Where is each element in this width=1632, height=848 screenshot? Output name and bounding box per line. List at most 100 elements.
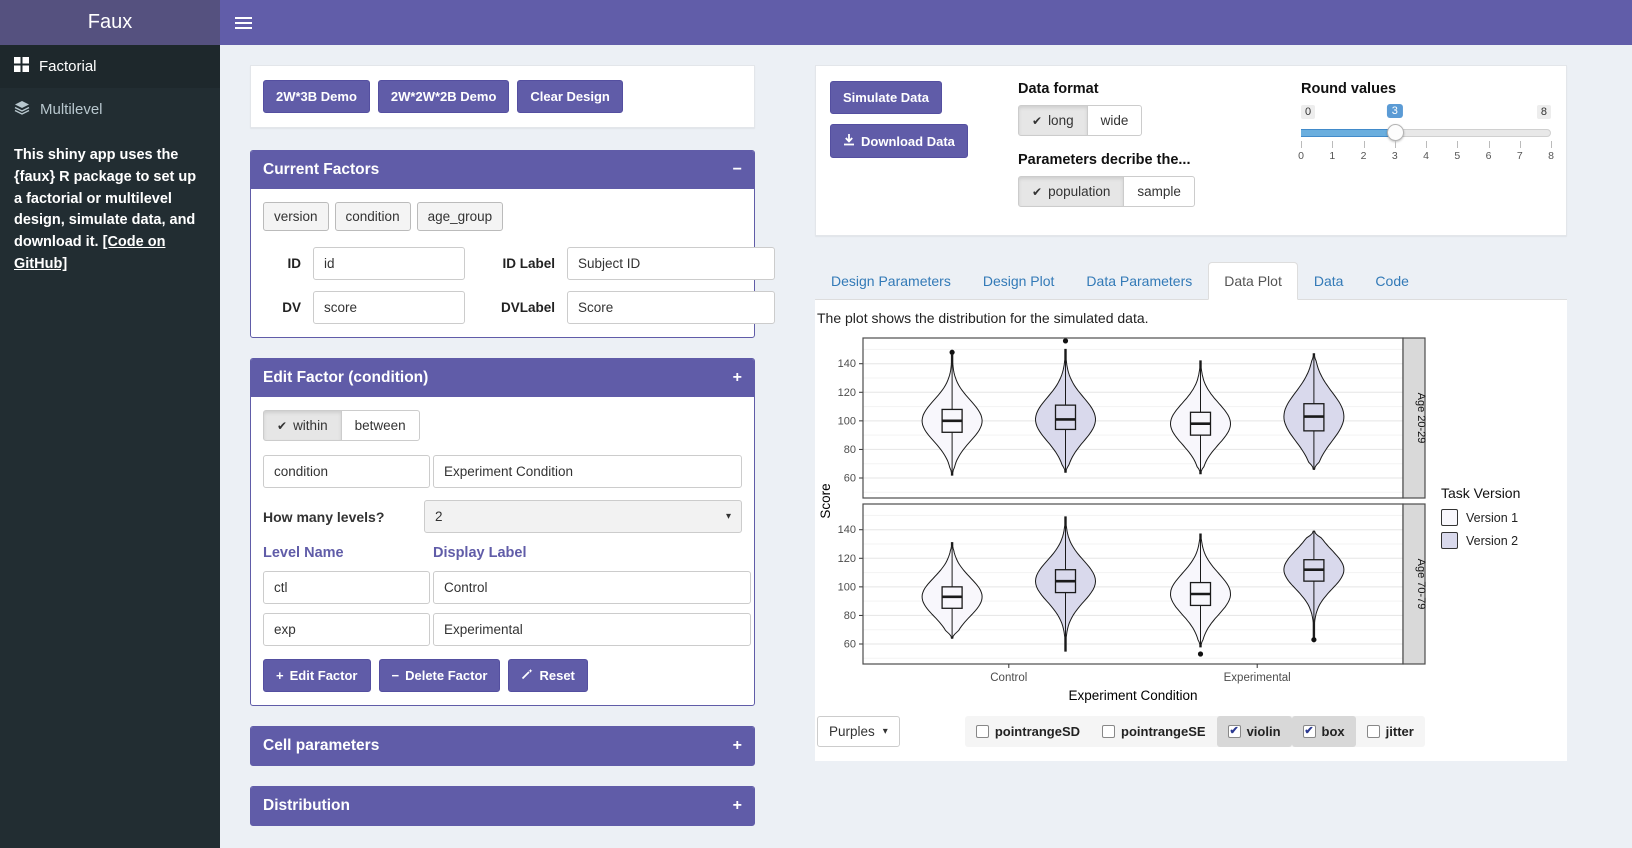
slider-handle[interactable] (1386, 124, 1404, 141)
simulate-card: Simulate Data Download Data Data format … (815, 65, 1567, 236)
dv-input[interactable] (313, 291, 465, 324)
legend-item-label: Version 2 (1466, 533, 1519, 548)
display-label-header: Display Label (433, 545, 527, 561)
tab-code: Code (1359, 262, 1424, 300)
id-label-label: ID Label (502, 256, 555, 271)
slider-tick (1519, 141, 1521, 148)
github-link[interactable]: [Code on GitHub] (14, 234, 166, 272)
id-input[interactable] (313, 247, 465, 280)
distribution-header[interactable]: Distribution + (251, 787, 754, 825)
collapse-plus-icon[interactable]: + (732, 737, 742, 754)
slider-tick-label: 7 (1516, 150, 1523, 162)
tab-link[interactable]: Code (1375, 273, 1409, 289)
demo-button[interactable]: 2W*2W*2B Demo (377, 80, 510, 113)
checkbox-box[interactable]: ✔ box (1291, 716, 1356, 747)
edit-factor-header[interactable]: Edit Factor (condition) + (251, 359, 754, 397)
tab-data-plot: Data Plot (1208, 262, 1298, 300)
factor-name-input[interactable] (263, 455, 430, 488)
slider-tick-label: 4 (1423, 150, 1429, 162)
tab-link[interactable]: Data Parameters (1086, 273, 1193, 289)
sidebar-toggle-icon[interactable] (220, 0, 266, 45)
factor-display-input[interactable] (433, 455, 742, 488)
slider-tick-label: 1 (1329, 150, 1336, 162)
within-toggle-button[interactable]: ✔ within (263, 410, 342, 441)
sidebar-description: This shiny app uses the {faux} R package… (0, 131, 220, 290)
between-toggle-button[interactable]: between (340, 410, 420, 441)
slider-tick-label: 3 (1391, 150, 1398, 162)
simulate-data-button[interactable]: Simulate Data (830, 81, 942, 114)
level-label-input[interactable] (433, 571, 751, 604)
reset-button-label: Reset (539, 668, 575, 683)
slider-bar (1301, 129, 1395, 137)
current-factors-header[interactable]: Current Factors − (251, 151, 754, 189)
level-row (263, 613, 751, 646)
population-sample-toggle: ✔ population sample (1018, 176, 1195, 207)
population-toggle-button[interactable]: ✔ population (1018, 176, 1125, 207)
level-label-input[interactable] (433, 613, 751, 646)
level-row (263, 571, 751, 604)
tab-link[interactable]: Design Plot (982, 273, 1055, 289)
checkbox-label: box (1321, 724, 1345, 739)
tab-link[interactable]: Design Parameters (831, 273, 951, 289)
parameters-describe-label: Parameters decribe the... (1018, 152, 1191, 168)
checkbox-pointrangeSE[interactable]: pointrangeSE (1091, 716, 1217, 747)
checkbox-box: ✔ (1227, 725, 1241, 738)
collapse-plus-icon[interactable]: + (732, 369, 742, 386)
cell-parameters-header[interactable]: Cell parameters + (251, 727, 754, 765)
level-rows (263, 571, 751, 646)
wide-toggle-button[interactable]: wide (1086, 105, 1143, 136)
factor-tags: version condition age_group (263, 202, 742, 231)
palette-select[interactable]: Purples ▾ (817, 716, 900, 747)
edit-factor-button-label: Edit Factor (289, 668, 358, 683)
checkbox-jitter[interactable]: jitter (1356, 716, 1425, 747)
wide-label: wide (1100, 113, 1129, 128)
levels-select[interactable]: 2 ▾ (424, 500, 742, 533)
sample-toggle-button[interactable]: sample (1123, 176, 1195, 207)
edit-factor-button[interactable]: + Edit Factor (263, 659, 371, 692)
distribution-title: Distribution (263, 797, 350, 814)
demo-buttons-card: 2W*3B Demo 2W*2W*2B Demo Clear Design (250, 65, 755, 128)
svg-text:80: 80 (844, 444, 856, 456)
demo-button[interactable]: Clear Design (517, 80, 623, 113)
tab-link[interactable]: Data Plot (1208, 262, 1298, 300)
plot-legend: Task Version Version 1 Version 2 (1437, 485, 1555, 555)
population-label: population (1048, 184, 1111, 199)
checkbox-pointrangeSD[interactable]: pointrangeSD (965, 716, 1091, 747)
id-label: ID (287, 256, 302, 271)
sidebar-item-factorial[interactable]: Factorial (0, 45, 220, 88)
factor-tag[interactable]: version (263, 202, 329, 231)
download-data-button[interactable]: Download Data (830, 124, 968, 158)
svg-text:Age 20-29: Age 20-29 (1415, 393, 1427, 444)
wand-icon (521, 668, 533, 683)
checkbox-box (1366, 725, 1380, 738)
app-logo[interactable]: Faux (0, 0, 220, 45)
delete-factor-button[interactable]: − Delete Factor (378, 659, 501, 692)
current-factors-panel: Current Factors − version condition age_gr… (250, 150, 775, 338)
svg-text:120: 120 (838, 387, 856, 399)
checkbox-violin[interactable]: ✔ violin (1216, 716, 1292, 747)
sidebar: Factorial Multilevel This shiny app uses … (0, 45, 220, 848)
tab-link[interactable]: Data (1313, 273, 1344, 289)
reset-button[interactable]: Reset (508, 659, 588, 692)
legend-title: Task Version (1441, 485, 1521, 501)
level-name-input[interactable] (263, 571, 430, 604)
slider-tick-label: 5 (1454, 150, 1461, 162)
tab-data: Data (1298, 262, 1360, 300)
simulate-data-button-label: Simulate Data (843, 90, 929, 105)
sidebar-item-multilevel[interactable]: Multilevel (0, 88, 220, 131)
within-between-toggle: ✔ within between (263, 410, 420, 441)
slider-tick-label: 0 (1298, 150, 1304, 162)
check-icon: ✔ (1032, 184, 1043, 199)
factor-tag[interactable]: condition (334, 202, 411, 231)
long-toggle-button[interactable]: ✔ long (1018, 105, 1088, 136)
level-name-input[interactable] (263, 613, 430, 646)
demo-button[interactable]: 2W*3B Demo (263, 80, 370, 113)
factor-tag[interactable]: age_group (416, 202, 504, 231)
collapse-plus-icon[interactable]: + (732, 797, 742, 814)
plot-caption: The plot shows the distribution for the … (817, 310, 1149, 326)
svg-text:Control: Control (990, 672, 1027, 684)
edit-factor-title: Edit Factor (condition) (263, 369, 429, 386)
id-label-input[interactable] (567, 247, 775, 280)
collapse-minus-icon[interactable]: − (732, 161, 742, 178)
dv-label-input[interactable] (567, 291, 775, 324)
